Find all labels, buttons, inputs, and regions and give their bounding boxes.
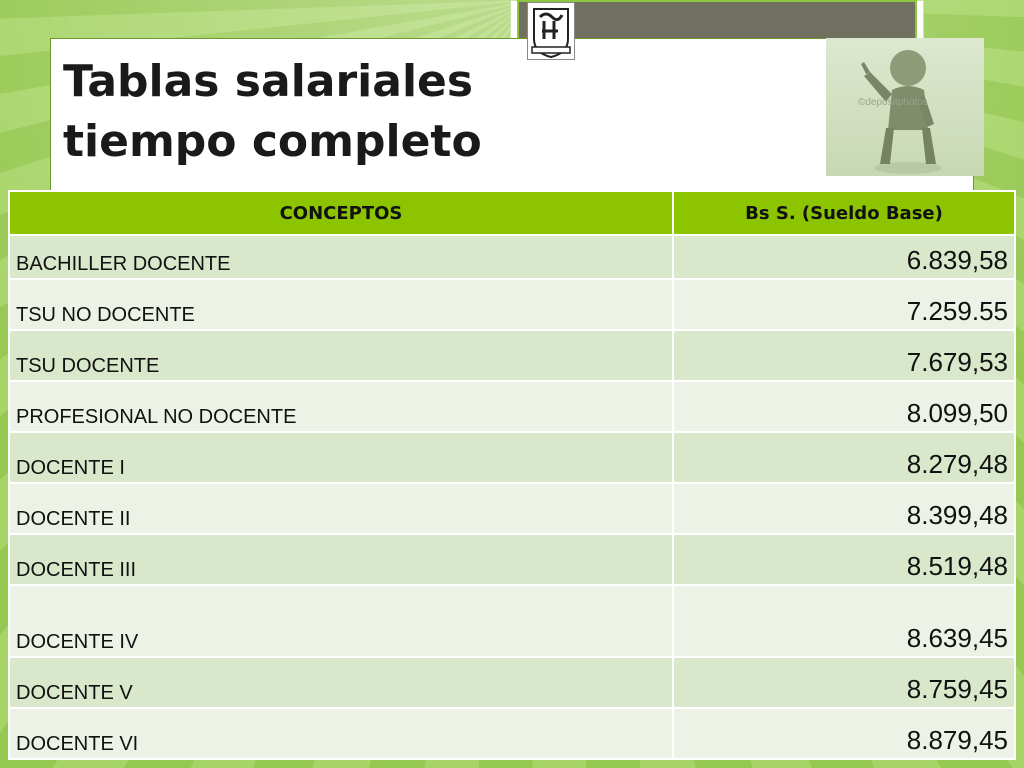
table-row: TSU NO DOCENTE 7.259.55 [8,278,1016,331]
amount-cell: 8.279,48 [672,431,1016,484]
title-panel [50,38,974,192]
table-row: PROFESIONAL NO DOCENTE 8.099,50 [8,380,1016,433]
amount-cell: 8.759,45 [672,656,1016,709]
concept-cell: DOCENTE I [8,431,674,484]
institution-logo-icon [527,2,575,60]
table-row: DOCENTE IV 8.639,45 [8,584,1016,658]
title-line-2: tiempo completo [63,116,482,167]
presenter-figure-icon [861,50,942,174]
column-header-concepts: CONCEPTOS [8,190,674,236]
amount-cell: 6.839,58 [672,234,1016,280]
table-row: TSU DOCENTE 7.679,53 [8,329,1016,382]
title-line-1: Tablas salariales [63,56,474,107]
amount-cell: 7.679,53 [672,329,1016,382]
table-row: DOCENTE V 8.759,45 [8,656,1016,709]
concept-cell: TSU DOCENTE [8,329,674,382]
concept-cell: BACHILLER DOCENTE [8,234,674,280]
table-row: DOCENTE II 8.399,48 [8,482,1016,535]
photo-watermark: ©depositphotos [858,97,928,108]
presenter-figure-image [826,38,984,176]
concept-cell: DOCENTE V [8,656,674,709]
concept-cell: TSU NO DOCENTE [8,278,674,331]
page-title: Tablas salariales tiempo completo [63,52,523,172]
table-row: DOCENTE VI 8.879,45 [8,707,1016,760]
table-row: DOCENTE III 8.519,48 [8,533,1016,586]
column-header-base-salary: Bs S. (Sueldo Base) [672,190,1016,236]
concept-cell: PROFESIONAL NO DOCENTE [8,380,674,433]
amount-cell: 8.879,45 [672,707,1016,760]
amount-cell: 8.639,45 [672,584,1016,658]
table-header-row: CONCEPTOS Bs S. (Sueldo Base) [8,190,1016,236]
amount-cell: 8.399,48 [672,482,1016,535]
table-row: BACHILLER DOCENTE 6.839,58 [8,234,1016,280]
salary-table: CONCEPTOS Bs S. (Sueldo Base) BACHILLER … [8,190,1016,760]
concept-cell: DOCENTE III [8,533,674,586]
amount-cell: 8.099,50 [672,380,1016,433]
concept-cell: DOCENTE VI [8,707,674,760]
concept-cell: DOCENTE IV [8,584,674,658]
amount-cell: 7.259.55 [672,278,1016,331]
concept-cell: DOCENTE II [8,482,674,535]
table-row: DOCENTE I 8.279,48 [8,431,1016,484]
amount-cell: 8.519,48 [672,533,1016,586]
